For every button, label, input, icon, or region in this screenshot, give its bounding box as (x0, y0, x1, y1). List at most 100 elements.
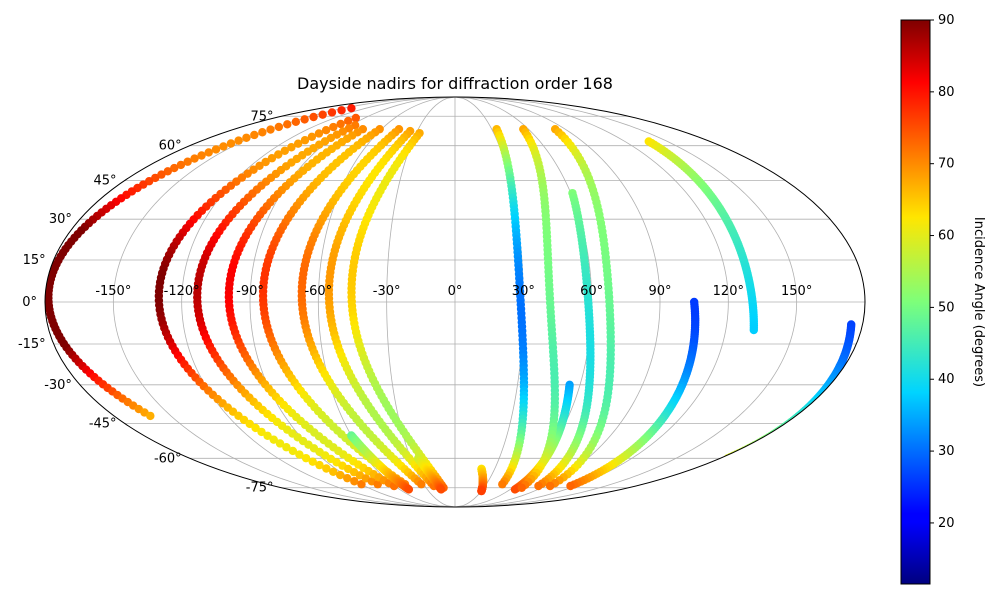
track-point (293, 139, 303, 148)
track-point (257, 427, 266, 437)
longitude-tick-label: 120° (713, 284, 744, 299)
track-point (351, 113, 361, 123)
latitude-tick-label: -60° (154, 451, 182, 466)
track-point (275, 439, 285, 448)
map-boundary (44, 96, 866, 508)
colorbar-label: Incidence Angle (degrees) (971, 217, 986, 387)
track-point (350, 477, 359, 486)
track-point (545, 481, 555, 491)
latitude-tick-label: 30° (49, 212, 72, 227)
track-point (219, 142, 228, 151)
longitude-tick-label: -90° (236, 284, 264, 299)
longitude-tick-label: -30° (373, 284, 401, 299)
track-point (314, 129, 324, 138)
track-point (510, 485, 520, 494)
track-point (204, 148, 213, 157)
longitude-tick-label: -120° (164, 284, 200, 299)
longitude-tick-label: -60° (304, 284, 332, 299)
track-point (327, 108, 337, 117)
track-point (258, 128, 267, 137)
graticule (45, 97, 865, 507)
track-point (295, 450, 304, 459)
track-point (255, 161, 264, 171)
colorbar-tick-label: 90 (938, 13, 955, 28)
track-point (336, 119, 345, 129)
track-point (436, 485, 446, 494)
grid-meridian (181, 97, 456, 507)
track-point (251, 423, 260, 433)
track-point (226, 139, 236, 148)
latitude-tick-label: -15° (18, 337, 46, 352)
colorbar-ticks: 20 30 40 50 60 70 80 90 (930, 13, 955, 531)
track-point (280, 146, 289, 156)
track-point (336, 470, 345, 480)
grid-meridian (454, 97, 729, 507)
colorbar-tick-label: 40 (938, 372, 955, 387)
latitude-tick-label: 15° (23, 253, 46, 268)
track-point (337, 106, 346, 115)
track-point (250, 130, 259, 140)
track-point (157, 170, 166, 179)
track-point (517, 483, 526, 492)
latitude-tick-label: -75° (246, 481, 274, 496)
colorbar-tick-label: 20 (938, 516, 955, 531)
track-point (344, 116, 353, 126)
track-point (269, 435, 278, 444)
track-point (282, 443, 291, 452)
latitude-tick-label: -45° (89, 416, 117, 431)
latitude-tick-labels: -75° -60° -45° -30° -15° 0° 15° 30° 45° 60° 75° (18, 109, 274, 495)
track-point (261, 157, 270, 167)
track-point (197, 151, 206, 160)
track-point (291, 117, 301, 127)
track-point (498, 480, 507, 489)
colorbar-tick-label: 50 (938, 300, 955, 315)
track-point (307, 132, 317, 142)
track-point (283, 120, 292, 129)
data-tracks (45, 103, 856, 496)
longitude-tick-label: 30° (512, 284, 535, 299)
track-point (263, 431, 272, 440)
track-point (301, 453, 311, 463)
track-point (343, 473, 352, 483)
track-point (309, 112, 318, 122)
longitude-tick-label: 60° (580, 284, 603, 299)
track-point (404, 485, 414, 494)
track-point (329, 467, 338, 476)
track-point (288, 446, 298, 456)
track-point (308, 457, 317, 466)
track-point (357, 480, 366, 489)
track-point (234, 136, 243, 145)
latitude-tick-label: 45° (94, 174, 117, 189)
track-point (347, 103, 356, 113)
colorbar-gradient (900, 19, 931, 585)
track-point (417, 480, 426, 489)
track-point (176, 160, 186, 170)
track-point (163, 167, 172, 176)
track-point (322, 464, 331, 473)
track-point (566, 481, 575, 491)
track-point (170, 163, 179, 173)
track-point (329, 122, 338, 132)
colorbar-tick-label: 70 (938, 157, 955, 172)
track-point (315, 460, 324, 470)
track-point (321, 126, 331, 135)
track-point (190, 154, 199, 163)
track-point (534, 481, 543, 491)
latitude-tick-label: -30° (44, 378, 72, 393)
track-point (274, 122, 284, 132)
track-point (373, 480, 382, 489)
longitude-tick-label: 90° (648, 284, 671, 299)
colorbar-tick-label: 60 (938, 229, 955, 244)
longitude-tick-label: 150° (781, 284, 812, 299)
track-point (146, 411, 155, 421)
latitude-tick-label: 75° (250, 109, 273, 124)
latitude-tick-label: 0° (22, 295, 37, 310)
track-point (749, 325, 758, 335)
track-point (183, 157, 192, 166)
track-point (477, 486, 486, 496)
track-point (300, 136, 310, 145)
track-point (211, 145, 221, 154)
track-point (274, 150, 283, 159)
grid-meridian (454, 97, 798, 507)
track-point (318, 110, 327, 119)
